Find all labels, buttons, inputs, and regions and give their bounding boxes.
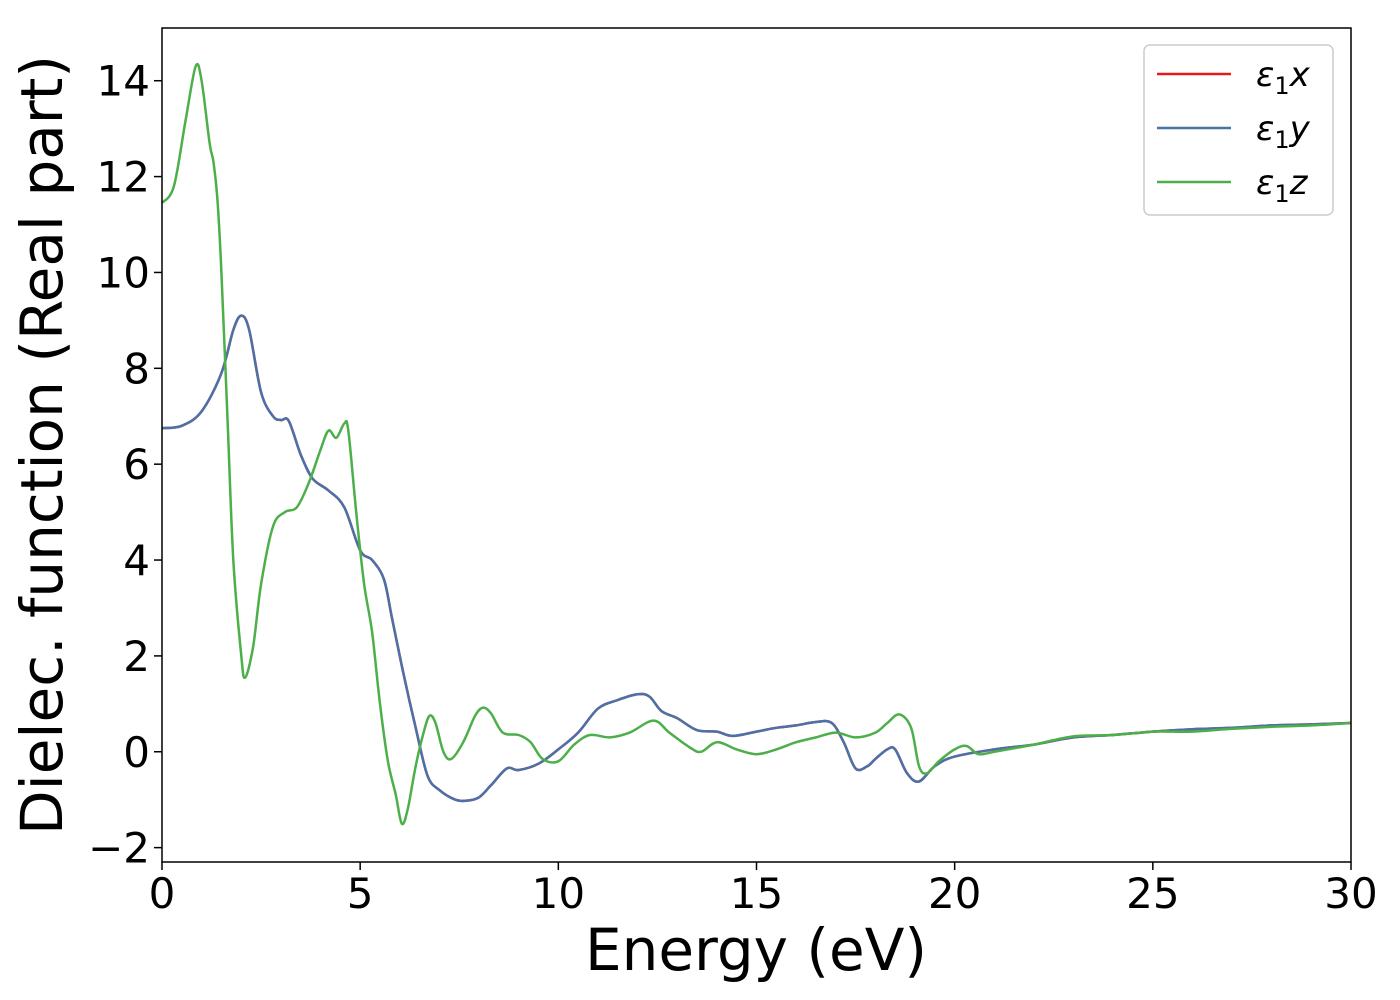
series-line-3 xyxy=(160,62,1352,826)
x-tick-label: 0 xyxy=(149,869,176,918)
y-tick-label: 10 xyxy=(97,248,150,297)
y-tick-label: 4 xyxy=(123,536,150,585)
legend-label-1: ε1x xyxy=(1256,55,1311,100)
x-tick-label: 20 xyxy=(928,869,981,918)
x-tick-label: 15 xyxy=(730,869,783,918)
series-layer xyxy=(160,62,1352,826)
x-tick-label: 25 xyxy=(1126,869,1179,918)
series-line-1 xyxy=(161,314,1352,803)
y-tick-label: 6 xyxy=(123,440,150,489)
y-axis-ticks: −2 0 2 4 6 8 10 12 14 xyxy=(88,57,162,873)
x-tick-label: 30 xyxy=(1324,869,1377,918)
y-tick-label: 12 xyxy=(97,153,150,202)
x-axis-label: Energy (eV) xyxy=(585,916,927,984)
x-tick-label: 10 xyxy=(532,869,585,918)
legend-entries: ε1x ε1y ε1z xyxy=(1157,55,1311,208)
y-tick-label: 2 xyxy=(123,632,150,681)
y-tick-label: −2 xyxy=(88,824,150,873)
y-tick-label: 0 xyxy=(123,728,150,777)
legend-box xyxy=(1143,44,1334,216)
series-line-2 xyxy=(161,314,1352,803)
y-axis-label: Dielec. function (Real part) xyxy=(8,55,76,835)
legend: ε1x ε1y ε1z xyxy=(1143,44,1334,216)
y-tick-label: 8 xyxy=(123,344,150,393)
x-axis-ticks: 0 5 10 15 20 25 30 xyxy=(149,862,1378,918)
legend-label-2: ε1y xyxy=(1256,109,1311,154)
x-tick-label: 5 xyxy=(347,869,374,918)
y-tick-label: 14 xyxy=(97,57,150,106)
legend-label-3: ε1z xyxy=(1256,163,1309,208)
